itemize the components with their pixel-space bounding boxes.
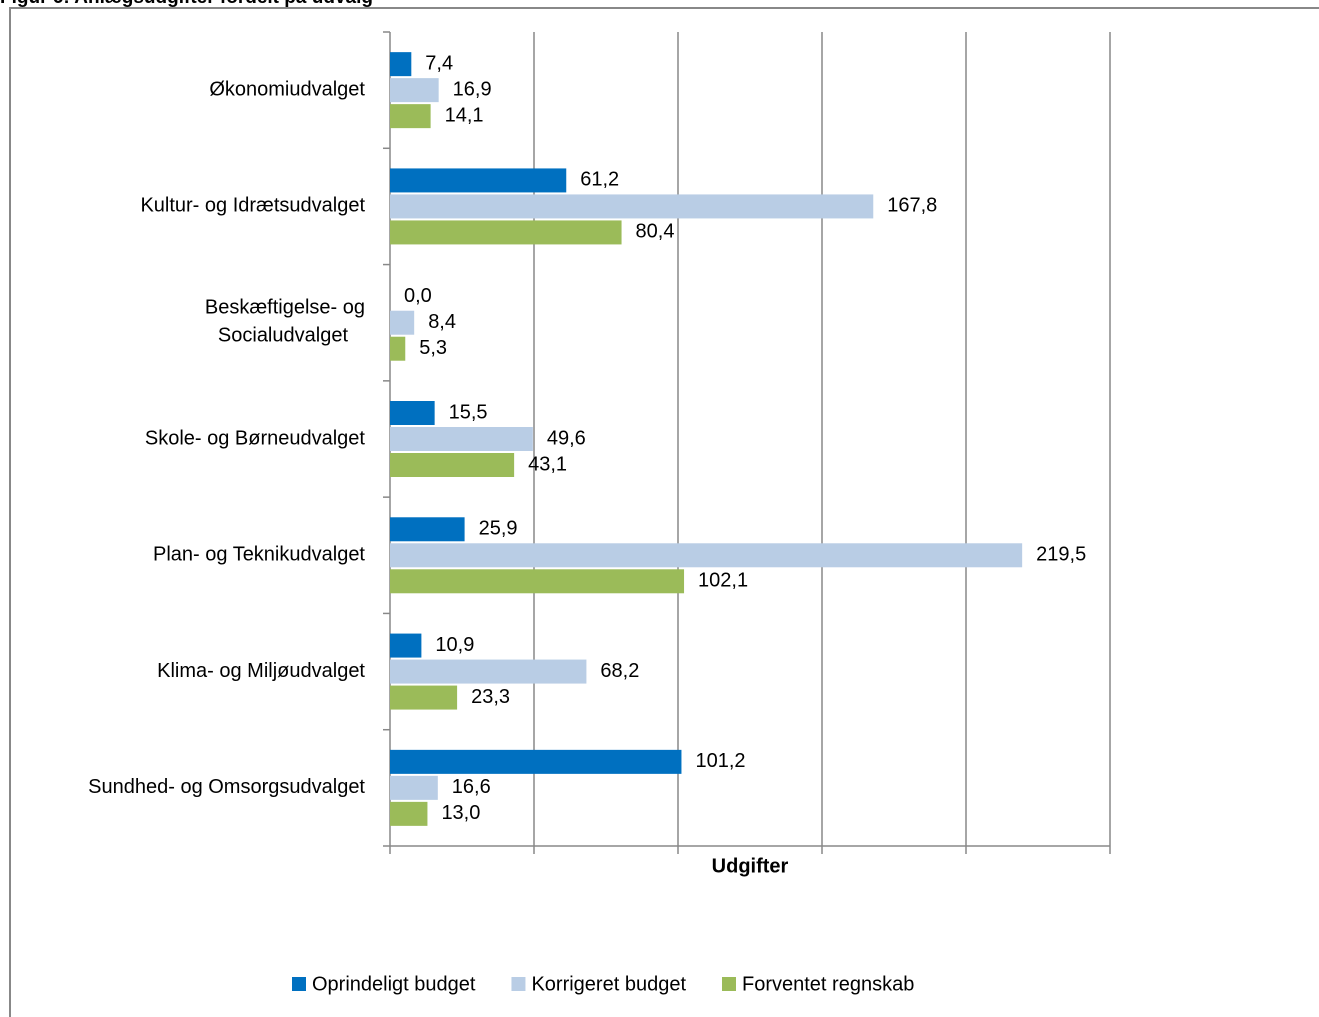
- label-line: Beskæftigelse- og: [205, 297, 365, 319]
- data-label: 61,2: [580, 169, 619, 191]
- data-label: 43,1: [528, 453, 567, 475]
- y-tick-label: Klima- og Miljøudvalget: [157, 660, 365, 682]
- bar: [390, 336, 406, 361]
- data-label: 13,0: [441, 802, 480, 824]
- data-label: 10,9: [435, 634, 474, 656]
- bar: [390, 685, 458, 710]
- data-label: 14,1: [445, 104, 484, 126]
- data-label: 25,9: [479, 518, 518, 540]
- bar: [390, 104, 431, 129]
- y-tick-label: Økonomiudvalget: [209, 78, 365, 100]
- bar: [390, 52, 412, 77]
- bar: [390, 78, 439, 103]
- frame: [9, 7, 1319, 1017]
- bar: [390, 401, 435, 425]
- bar: [390, 517, 465, 542]
- title-bg: [0, 0, 540, 7]
- legend-swatch: [511, 977, 526, 991]
- legend-label: Oprindeligt budget: [312, 973, 476, 995]
- y-tick-label: Plan- og Teknikudvalget: [153, 544, 365, 566]
- data-label: 80,4: [636, 221, 675, 243]
- data-label: 68,2: [600, 660, 639, 682]
- bar: [390, 801, 428, 826]
- bar: [390, 569, 685, 594]
- bar: [390, 775, 438, 800]
- bar: [390, 453, 515, 477]
- data-label: 102,1: [698, 570, 748, 592]
- data-label: 16,6: [452, 776, 491, 798]
- label-line: Socialudvalget: [218, 325, 349, 347]
- bar: [390, 220, 622, 245]
- data-label: 49,6: [547, 427, 586, 449]
- bar: [390, 749, 682, 774]
- legend-label: Korrigeret budget: [531, 973, 686, 995]
- bar: [390, 543, 1023, 568]
- x-axis-label: Udgifter: [712, 855, 789, 877]
- data-label: 167,8: [887, 195, 937, 217]
- y-tick-label: Kultur- og Idrætsudvalget: [140, 195, 365, 217]
- bar: [390, 659, 587, 684]
- bar: [390, 168, 567, 193]
- y-tick-label: Sundhed- og Omsorgsudvalget: [88, 776, 365, 798]
- data-label: 5,3: [419, 337, 447, 359]
- data-label: 23,3: [471, 686, 510, 708]
- data-label: 7,4: [425, 52, 453, 74]
- data-label: 16,9: [453, 78, 492, 100]
- legend-label: Forventet regnskab: [742, 973, 914, 995]
- legend-swatch: [722, 977, 736, 991]
- data-label: 8,4: [428, 311, 456, 333]
- bar: [390, 633, 422, 658]
- bar: [390, 310, 415, 335]
- data-label: 101,2: [695, 750, 745, 772]
- chart-title: Figur 6: Anlægsudgifter fordelt på udval…: [0, 0, 373, 8]
- data-label: 0,0: [404, 285, 432, 307]
- y-tick-label: Skole- og Børneudvalget: [145, 427, 366, 449]
- bar: [390, 194, 874, 219]
- bar: [390, 427, 533, 451]
- data-label: 15,5: [449, 401, 488, 423]
- y-tick-label: Beskæftigelse- og Socialudvalget: [205, 297, 365, 347]
- legend-swatch: [292, 977, 306, 991]
- data-label: 219,5: [1036, 544, 1086, 566]
